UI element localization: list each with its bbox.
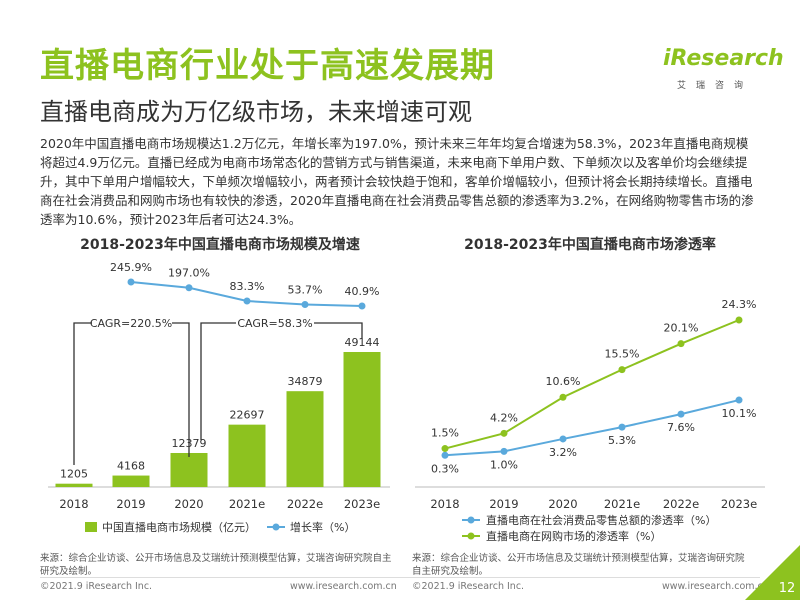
chart2-point: [735, 316, 743, 324]
chart1-tick-label: 2021e: [229, 497, 265, 511]
chart1-cagr-label: CAGR=58.3%: [237, 317, 312, 330]
chart2-title: 2018-2023年中国直播电商市场渗透率: [464, 237, 716, 253]
chart2-point: [500, 447, 508, 455]
chart2-point: [677, 410, 685, 418]
chart1-growth-label: 53.7%: [288, 284, 323, 297]
logo-text: iResearch: [663, 46, 784, 71]
chart1-tick-label: 2023e: [344, 497, 380, 511]
chart2-point: [618, 366, 626, 374]
chart1-growth-label: 245.9%: [110, 261, 152, 274]
chart2-data-label: 24.3%: [722, 298, 757, 311]
chart1-tick-label: 2022e: [287, 497, 323, 511]
iresearch-logo: iResearch 艾瑞咨询: [663, 40, 784, 91]
logo-subtext: 艾瑞咨询: [677, 81, 754, 91]
page-number-badge: 12: [745, 545, 800, 600]
summary-paragraph: 2020年中国直播电商市场规模达1.2万亿元，年增长率为197.0%，预计未来三…: [40, 136, 754, 227]
chart1-title: 2018-2023年中国直播电商市场规模及增速: [80, 237, 360, 253]
chart2-point: [441, 445, 449, 453]
chart2-data-label: 10.1%: [722, 407, 757, 420]
chart2-data-label: 5.3%: [608, 434, 636, 447]
chart2-data-label: 10.6%: [546, 375, 581, 388]
chart2-data-label: 3.2%: [549, 446, 577, 459]
chart1-tick-label: 2020: [174, 497, 203, 511]
chart1-bar-label: 49144: [345, 336, 380, 349]
chart1-legend-swatch-dot: [272, 523, 280, 531]
chart1-bar: [286, 391, 324, 487]
chart2-legend-swatch-dot: [467, 516, 475, 524]
chart2-tick-label: 2018: [430, 497, 459, 511]
chart1-bar-label: 22697: [230, 409, 265, 422]
chart2-data-label: 1.0%: [490, 458, 518, 471]
chart1-bar: [228, 424, 266, 487]
chart2-legend-swatch-dot: [467, 532, 475, 540]
chart1-growth-label: 40.9%: [345, 285, 380, 298]
chart1-growth-point: [358, 302, 366, 310]
chart1-growth-label: 83.3%: [230, 280, 265, 293]
website-left: www.iresearch.com.cn: [290, 581, 397, 592]
chart2-point: [500, 429, 508, 437]
chart1-tick-label: 2018: [59, 497, 88, 511]
chart2-source: 来源：综合企业访谈、公开市场信息及艾瑞统计预测模型估算，艾瑞咨询研究院自主研究及…: [412, 553, 745, 577]
chart2-data-label: 1.5%: [431, 427, 459, 440]
chart2-data-label: 4.2%: [490, 411, 518, 424]
chart2-tick-label: 2019: [489, 497, 518, 511]
chart1-bar-label: 34879: [288, 375, 323, 388]
chart2-point: [559, 393, 567, 401]
chart1-bar: [55, 483, 93, 487]
chart1-legend-swatch-bar: [85, 522, 97, 532]
chart2-tick-label: 2020: [548, 497, 577, 511]
page-subtitle: 直播电商成为万亿级市场，未来增速可观: [40, 98, 472, 126]
chart1-growth-point: [127, 278, 135, 286]
chart2-point: [441, 451, 449, 459]
chart2-data-label: 15.5%: [605, 348, 640, 361]
chart1-growth-point: [301, 301, 309, 309]
page-title: 直播电商行业处于高速发展期: [40, 46, 495, 86]
chart1-bar-label: 4168: [117, 460, 145, 473]
chart2-tick-label: 2021e: [604, 497, 640, 511]
website-right: www.iresearch.com.cn: [662, 581, 769, 592]
chart2-legend-label: 直播电商在网购市场的渗透率（%）: [486, 529, 661, 543]
chart1-growth-point: [185, 284, 193, 292]
chart1-bar: [112, 475, 150, 487]
chart2-tick-label: 2022e: [663, 497, 699, 511]
copyright-left: ©2021.9 iResearch Inc.: [40, 581, 153, 592]
chart1-legend-label: 中国直播电商市场规模（亿元）: [102, 520, 256, 534]
chart2-series-line: [444, 399, 740, 457]
page-corner-shape: [745, 545, 800, 600]
chart1-cagr-label-bg: [92, 315, 172, 331]
chart2-tick-label: 2023e: [721, 497, 757, 511]
chart1-cagr-label: CAGR=220.5%: [90, 317, 172, 330]
chart1-growth-point: [243, 297, 251, 305]
page-number: 12: [779, 581, 796, 596]
chart2-data-label: 7.6%: [667, 421, 695, 434]
chart2-data-label: 20.1%: [664, 322, 699, 335]
chart2-series-line: [444, 319, 740, 450]
chart2-data-label: 0.3%: [431, 462, 459, 475]
chart1-legend-label: 增长率（%）: [290, 520, 355, 534]
footer-divider: [40, 577, 760, 578]
copyright-right: ©2021.9 iResearch Inc.: [412, 581, 525, 592]
chart2-point: [618, 423, 626, 431]
chart2-point: [735, 396, 743, 404]
chart1-bar: [343, 352, 381, 487]
chart1-growth-label: 197.0%: [168, 267, 210, 280]
chart1-bar: [170, 452, 208, 487]
chart2-legend-label: 直播电商在社会消费品零售总额的渗透率（%）: [486, 513, 716, 527]
chart1-tick-label: 2019: [116, 497, 145, 511]
chart2-point: [677, 340, 685, 348]
chart1-source: 来源：综合企业访谈、公开市场信息及艾瑞统计预测模型估算，艾瑞咨询研究院自主研究及…: [40, 553, 392, 577]
chart1-cagr-label-bg: [236, 315, 314, 331]
chart1-bar-label: 1205: [60, 468, 88, 481]
chart2-point: [559, 435, 567, 443]
